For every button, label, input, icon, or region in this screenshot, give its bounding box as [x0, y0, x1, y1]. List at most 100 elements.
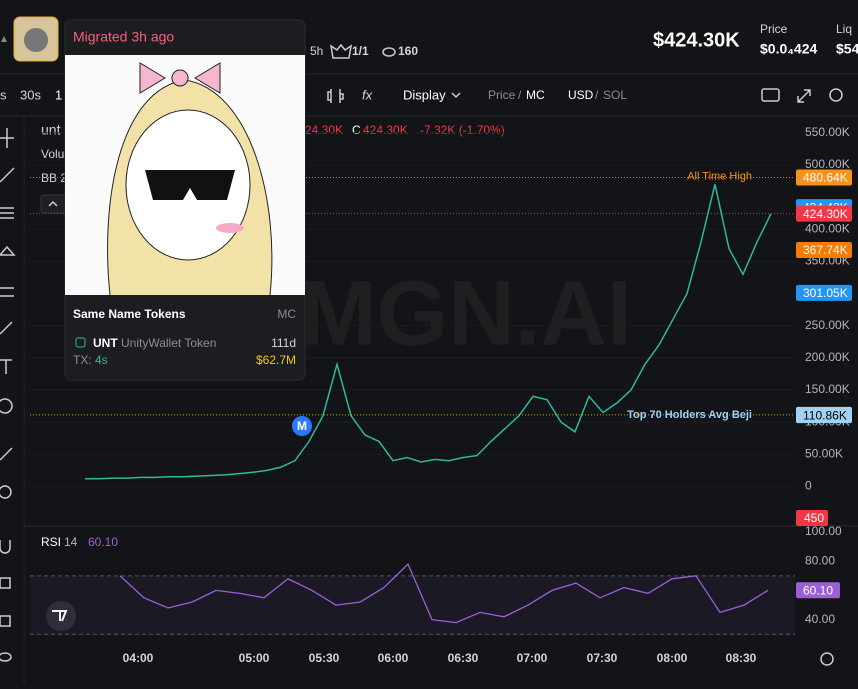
- y-tick-label: 50.00K: [805, 446, 843, 460]
- candle-icon[interactable]: [327, 89, 344, 103]
- rsi-tag-label: 60.10: [803, 583, 833, 597]
- x-tick-label: 07:00: [517, 651, 548, 665]
- chevron-up: [48, 200, 58, 207]
- annotation: Top 70 Holders Avg Beji: [627, 409, 752, 421]
- x-tick-label: 04:00: [123, 651, 154, 665]
- price-pane: MGN.AI050.00K100.00K150.00K200.00K250.00…: [30, 125, 852, 526]
- x-tick-label: 07:30: [587, 651, 618, 665]
- migration-marker: [292, 416, 312, 436]
- price-tag: [796, 169, 852, 186]
- crown-icon: [329, 43, 353, 59]
- card-title: Same Name Tokens: [73, 307, 186, 321]
- close-value: 424.30K: [363, 123, 408, 137]
- trendline-tool[interactable]: [0, 167, 15, 183]
- symbol-name: unt: [41, 122, 61, 138]
- chart-settings-icon[interactable]: [820, 652, 834, 666]
- rsi-value: 60.10: [88, 535, 118, 549]
- fx-button[interactable]: fx: [362, 87, 373, 102]
- watermark: MGN.AI: [300, 262, 632, 364]
- price-tag-label: 110.86K: [803, 408, 847, 422]
- rsi-period: 14: [64, 535, 78, 549]
- chain-icon: [75, 337, 86, 348]
- y-tick-label: 400.00K: [805, 221, 850, 235]
- fib-tool[interactable]: [0, 207, 14, 219]
- image-bow-knot: [171, 69, 189, 87]
- rsi-tick-label: 80.00: [805, 553, 835, 567]
- price-tag-label: 301.05K: [803, 286, 848, 300]
- price-toggle[interactable]: Price: [488, 88, 516, 102]
- card-mc: $62.7M: [256, 353, 296, 367]
- rsi-tag: [796, 582, 840, 599]
- ohlc-value: 24.30K: [305, 123, 343, 137]
- y-tick-label: 200.00K: [805, 350, 850, 364]
- image-glasses: [145, 170, 235, 200]
- tx-label: TX:: [73, 353, 92, 367]
- x-tick-label: 05:30: [309, 651, 340, 665]
- y-tick-label: 250.00K: [805, 318, 850, 332]
- lock-all-tool[interactable]: [0, 615, 11, 627]
- card-symbol[interactable]: UNT: [93, 336, 118, 350]
- x-tick-label: 08:30: [726, 651, 757, 665]
- price-tag-label: 367.74K: [803, 243, 848, 257]
- liq-label: Liq: [836, 22, 852, 36]
- rsi-line: [119, 562, 769, 624]
- price-label: Price: [760, 22, 788, 36]
- projection-tool[interactable]: [0, 287, 14, 297]
- pattern-tool[interactable]: [0, 245, 16, 256]
- separator: /: [518, 88, 522, 102]
- annotation: All Time High: [687, 170, 752, 182]
- x-tick-label: 05:00: [239, 651, 270, 665]
- crosshair-tool[interactable]: [0, 128, 14, 148]
- tx-value: 4s: [95, 353, 108, 367]
- display-button[interactable]: Display: [403, 87, 446, 102]
- views: 160: [398, 44, 418, 58]
- close-label: C: [352, 123, 361, 137]
- change-value: -7.32K (-1.70%): [420, 123, 505, 137]
- interval[interactable]: 30s: [20, 87, 41, 102]
- price: $0.0₄424: [760, 41, 817, 57]
- holders-ratio: 1/1: [352, 44, 369, 58]
- migration-marker-label: M: [297, 419, 307, 433]
- expand-icon[interactable]: [797, 89, 811, 103]
- settings-icon[interactable]: [829, 88, 843, 102]
- rsi-band: [30, 575, 795, 635]
- tv-logo-mark: [52, 610, 68, 622]
- price-tag: [796, 205, 852, 222]
- volume-tag-label: 450: [804, 511, 824, 525]
- camera-icon[interactable]: [761, 88, 780, 102]
- price-line: [85, 184, 772, 480]
- lock-tool[interactable]: [0, 577, 11, 589]
- interval[interactable]: s: [0, 87, 7, 102]
- y-tick-label: 550.00K: [805, 125, 850, 139]
- image-lips: [216, 223, 244, 233]
- emoji-tool[interactable]: [0, 398, 13, 414]
- mc-toggle[interactable]: MC: [526, 88, 545, 102]
- text-tool[interactable]: [0, 359, 12, 374]
- market-cap: $424.30K: [653, 29, 740, 51]
- sol-toggle[interactable]: SOL: [603, 88, 627, 102]
- price-tag: [796, 242, 852, 259]
- price-tag-label: 424.30K: [803, 207, 848, 221]
- ruler-tool[interactable]: [0, 447, 13, 461]
- x-tick-label: 06:30: [448, 651, 479, 665]
- card-name: UnityWallet Token: [121, 336, 216, 350]
- volume-tag: [796, 510, 828, 526]
- star-icon[interactable]: [1, 36, 7, 42]
- rsi-tick-label: 100.00: [805, 524, 842, 538]
- brush-tool[interactable]: [0, 321, 13, 335]
- chevron-icon: [451, 92, 461, 99]
- migrated-label: Migrated 3h ago: [73, 29, 174, 45]
- drawing-tools: [0, 128, 16, 662]
- zoom-tool[interactable]: [0, 485, 12, 499]
- y-tick-label: 500.00K: [805, 157, 850, 171]
- hide-tool[interactable]: [0, 652, 12, 662]
- magnet-tool[interactable]: [0, 540, 11, 554]
- avatar-face: [24, 28, 48, 52]
- usd-toggle[interactable]: USD: [568, 88, 594, 102]
- x-tick-label: 08:00: [657, 651, 688, 665]
- collapse-button[interactable]: [40, 194, 66, 214]
- bb-legend: BB 2: [41, 171, 67, 185]
- card-column: MC: [277, 307, 296, 321]
- interval[interactable]: 1: [55, 87, 62, 102]
- price-tag: [796, 407, 852, 424]
